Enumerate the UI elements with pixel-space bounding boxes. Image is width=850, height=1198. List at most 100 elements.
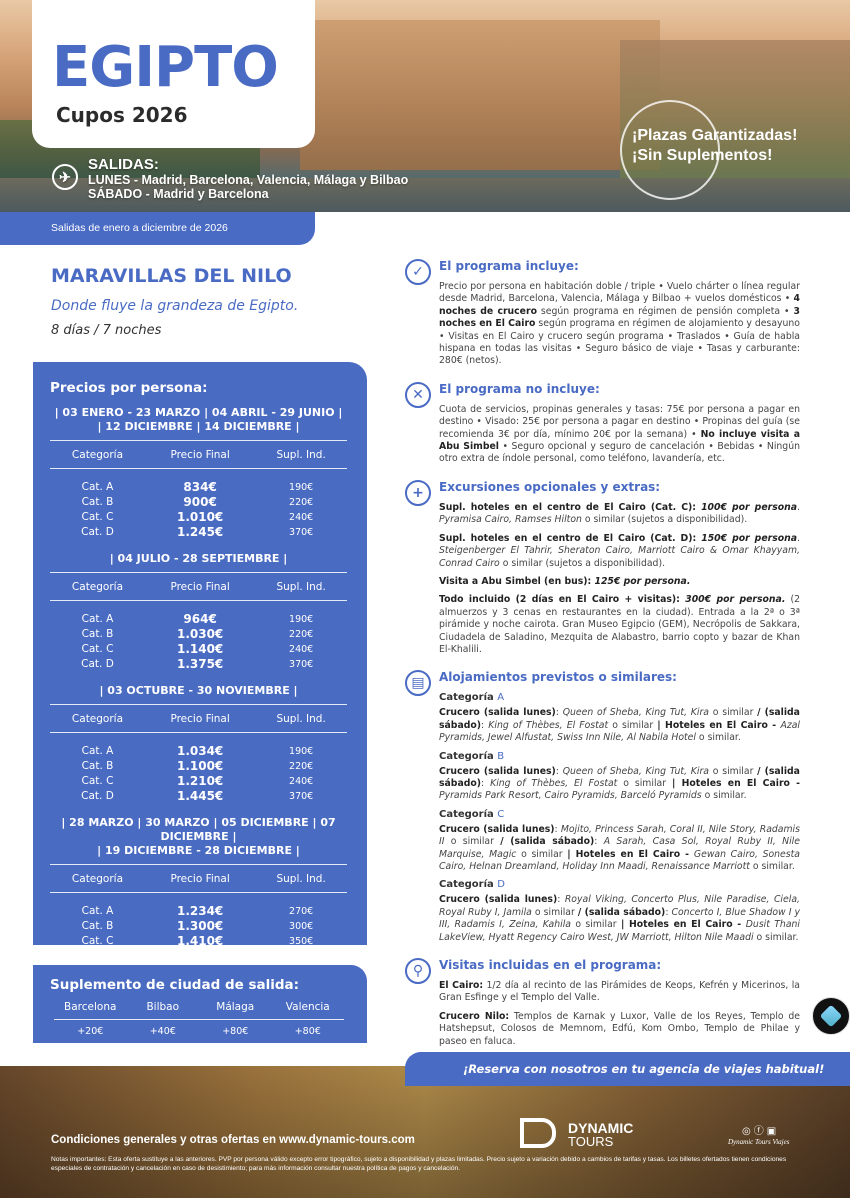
category-cell: Cat. D: [81, 950, 114, 962]
text-segment: A Sarah, Casa Sol, Royal Ruby II, Nile M…: [439, 836, 800, 860]
bed-icon: ▤: [405, 670, 431, 697]
text-segment: 300€ por persona.: [685, 594, 786, 606]
section: ✓ El programa incluye: Precio por persona …: [405, 259, 800, 368]
supplement-heading: Suplemento de ciudad de salida:: [50, 977, 300, 993]
category-hotels: Crucero (salida lunes): Royal Viking, Co…: [439, 894, 800, 944]
period-line: | 28 MARZO | 30 MARZO | 05 DICIEMBRE | 0…: [61, 816, 336, 843]
category-heading: Categoría B: [439, 751, 800, 762]
text-segment: Pyramids Park Resort, Cairo Pyramids, Ba…: [439, 790, 702, 802]
text-segment: o similar: [444, 836, 501, 848]
price-cell: 1.445€: [176, 789, 224, 803]
text-segment: • Seguro opcional y seguro de cancelació…: [439, 441, 800, 465]
section: ⚲ Visitas incluidas en el programa: El Cai…: [405, 958, 800, 1048]
category-cell: Cat. C: [81, 643, 114, 655]
category-cell: Cat. B: [81, 496, 114, 508]
category-cell: Cat. A: [81, 745, 114, 757]
text-segment: Crucero (salida lunes): [439, 707, 556, 719]
table-row: Cat. B 1.100€ 220€: [50, 759, 347, 774]
text-segment: .: [797, 532, 800, 544]
section-paragraph: Visita a Abu Simbel (en bus): 125€ por p…: [439, 576, 800, 588]
table-row: Cat. D 1.445€ 370€: [50, 789, 347, 804]
column-header: Supl. Ind.: [255, 572, 347, 601]
text-segment: :: [594, 836, 604, 848]
category-letter: D: [497, 879, 505, 891]
text-segment: Crucero Nilo:: [439, 1010, 510, 1022]
text-segment: o similar.: [749, 861, 795, 872]
text-segment: King of Thèbes, El Fostat: [490, 777, 618, 789]
column-header: Categoría: [50, 704, 145, 733]
category-cell: Cat. C: [81, 511, 114, 523]
city-supplement: +80€: [294, 1026, 321, 1037]
section-title: El programa no incluye:: [439, 381, 600, 396]
linkedin-icon[interactable]: ▣: [766, 1126, 777, 1137]
assistant-button[interactable]: [812, 997, 850, 1035]
price-cell: 964€: [183, 612, 217, 626]
table-row: Cat. C 1.010€ 240€: [50, 510, 347, 525]
text-segment: King of Thèbes, El Fostat: [488, 719, 609, 731]
table-row: Cat. D 1.645€ 520€: [50, 949, 347, 964]
column-header: Precio Final: [144, 864, 256, 893]
price-table: Categoría Precio Final Supl. Ind. Cat. A 1.2…: [50, 864, 347, 964]
period-line: | 03 OCTUBRE - 30 NOVIEMBRE |: [99, 684, 298, 697]
text-segment: o similar (sujetos a disponibilidad).: [499, 557, 666, 569]
conditions-link[interactable]: Condiciones generales y otras ofertas en…: [51, 1134, 415, 1146]
section: ▤ Alojamientos previstos o similares: Cate…: [405, 670, 800, 944]
text-segment: :: [665, 906, 672, 918]
price-cell: 1.210€: [176, 774, 224, 788]
category-letter: A: [497, 692, 505, 704]
prices-panel: Precios por persona: | 03 ENERO - 23 MAR…: [33, 362, 367, 963]
prices-heading: Precios por persona:: [50, 380, 208, 396]
text-segment: :: [555, 707, 563, 719]
text-segment: o similar: [571, 919, 621, 931]
text-segment: :: [481, 777, 491, 789]
city-supplement: +80€: [222, 1026, 249, 1037]
text-segment: 3 noches en El Cairo: [439, 305, 800, 330]
text-segment: Templos de Karnak y Luxor, Valle de los …: [439, 1010, 801, 1047]
table-row: Cat. B 1.300€ 300€: [50, 919, 347, 934]
category-label: Categoría: [439, 692, 494, 704]
category-cell: Cat. D: [81, 790, 114, 802]
single-supplement-cell: 370€: [289, 527, 314, 538]
section-paragraph: Todo incluido (2 días en El Cairo + visi…: [439, 594, 800, 656]
temple-image: [300, 20, 660, 170]
period-dates: | 28 MARZO | 30 MARZO | 05 DICIEMBRE | 0…: [50, 816, 347, 858]
facebook-icon[interactable]: ⓕ: [753, 1126, 764, 1137]
section-title: Visitas incluidas en el programa:: [439, 958, 662, 973]
text-segment: Mojito, Princess Sarah, Coral II, Nile S…: [439, 823, 800, 848]
period-dates: | 04 JULIO - 28 SEPTIEMBRE |: [50, 552, 347, 566]
text-segment: 1/2 día al recinto de las Pirámides de K…: [439, 980, 800, 1004]
category-cell: Cat. B: [81, 920, 114, 932]
period-line: | 12 DICIEMBRE | 14 DICIEMBRE |: [97, 420, 300, 433]
text-segment: Pyramisa Cairo, Ramses Hilton: [439, 514, 582, 526]
logo-d-icon: [520, 1118, 556, 1148]
table-row: Cat. A 964€ 190€: [50, 601, 347, 628]
text-segment: :: [554, 823, 561, 835]
text-segment: o similar: [516, 848, 568, 860]
text-segment: (2 almuerzos y 3 cenas en restaurantes e…: [439, 594, 800, 655]
price-cell: 1.645€: [176, 949, 224, 963]
city-supplement: +40€: [149, 1026, 176, 1037]
period-dates: | 03 ENERO - 23 MARZO | 04 ABRIL - 29 JU…: [50, 406, 347, 434]
single-supplement-cell: 520€: [289, 951, 314, 962]
city-header: Valencia: [271, 1001, 344, 1020]
text-segment: :: [555, 765, 563, 777]
single-supplement-cell: 300€: [289, 921, 314, 932]
page-title: EGIPTO: [52, 35, 279, 100]
price-cell: 1.100€: [176, 759, 224, 773]
period-dates: | 03 OCTUBRE - 30 NOVIEMBRE |: [50, 684, 347, 698]
category-cell: Cat. A: [81, 481, 114, 493]
instagram-icon[interactable]: ◎: [742, 1126, 751, 1137]
single-supplement-cell: 370€: [289, 659, 314, 670]
text-segment: / (salida sábado): [439, 765, 800, 789]
single-supplement-cell: 190€: [289, 614, 314, 625]
text-segment: o similar.: [753, 931, 799, 943]
column-header: Precio Final: [144, 440, 256, 469]
text-segment: | Hoteles en El Cairo -: [620, 919, 746, 931]
table-row: Cat. C 1.210€ 240€: [50, 774, 347, 789]
text-segment: o similar: [709, 765, 758, 777]
section-paragraph: Crucero Nilo: Templos de Karnak y Luxor,…: [439, 1011, 800, 1048]
single-supplement-cell: 240€: [289, 644, 314, 655]
single-supplement-cell: 220€: [289, 761, 314, 772]
text-segment: 100€ por persona: [701, 501, 798, 513]
text-segment: Precio por persona en habitación doble /…: [439, 281, 800, 305]
